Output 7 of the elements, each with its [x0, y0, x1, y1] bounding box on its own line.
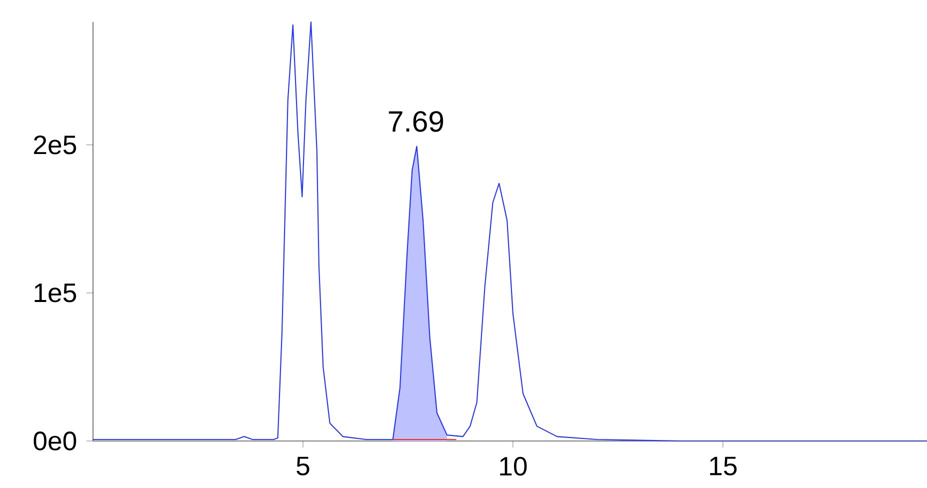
x-tick-label: 15	[710, 456, 737, 476]
y-tick-label: 2e5	[34, 135, 76, 154]
x-tick-label: 10	[500, 456, 527, 476]
y-tick-label: 0e0	[34, 432, 76, 450]
x-tick-label: 5	[296, 456, 310, 476]
annotation: 7.69	[388, 111, 444, 132]
y-tick-label: 1e5	[34, 284, 76, 302]
